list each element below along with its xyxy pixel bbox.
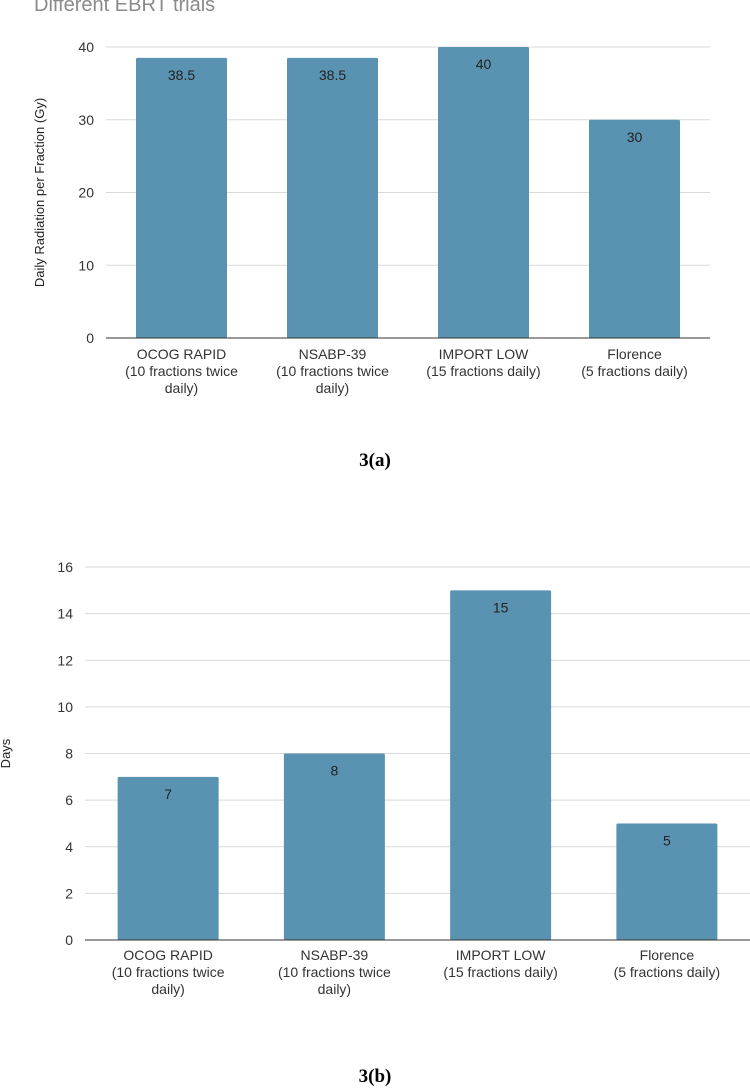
chart-a-category-label: NSABP-39 xyxy=(299,346,367,362)
chart-b-data-label: 15 xyxy=(493,599,509,615)
chart-a-category-label: Florence xyxy=(607,346,662,362)
caption-a: 3(a) xyxy=(359,450,391,471)
chart-b-category-label: (10 fractions twice xyxy=(112,964,225,980)
chart-b-ytick-label: 8 xyxy=(65,746,73,762)
chart-b-ytick-label: 16 xyxy=(57,560,73,575)
chart-b-ytick-label: 10 xyxy=(57,699,73,715)
chart-a: Different EBRT trials 0 10 20 30 40 38.5 OCOG … xyxy=(0,0,750,410)
chart-a-category-label: daily) xyxy=(316,380,349,396)
chart-a-bar xyxy=(438,47,529,338)
chart-a-data-label: 38.5 xyxy=(168,67,195,83)
chart-a-category-label: (10 fractions twice xyxy=(276,363,389,379)
caption-b: 3(b) xyxy=(358,1066,392,1087)
chart-a-ytick-label: 10 xyxy=(78,257,94,273)
chart-a-ytick-label: 40 xyxy=(78,39,94,55)
chart-b-bar xyxy=(616,823,718,940)
chart-a-bar xyxy=(287,57,378,338)
chart-a-bar xyxy=(589,119,680,338)
chart-b-category-label: OCOG RAPID xyxy=(123,947,212,963)
chart-b-category-label: (15 fractions daily) xyxy=(443,964,557,980)
chart-b-data-label: 7 xyxy=(164,786,172,802)
chart-b-bar xyxy=(283,753,385,940)
chart-b-data-label: 5 xyxy=(663,832,671,848)
chart-b-category-label: NSABP-39 xyxy=(301,947,369,963)
chart-b-category-label: daily) xyxy=(318,981,351,997)
chart-b-ytick-label: 6 xyxy=(65,792,73,808)
chart-b-category-label: daily) xyxy=(151,981,184,997)
chart-a-bar xyxy=(136,57,227,338)
chart-a-data-label: 38.5 xyxy=(319,67,346,83)
chart-a-ytick-label: 20 xyxy=(78,185,94,201)
chart-a-category-label: IMPORT LOW xyxy=(439,346,530,362)
chart-b-ytick-label: 14 xyxy=(57,606,73,622)
chart-b-ytick-label: 0 xyxy=(65,932,73,948)
chart-b-bar xyxy=(450,590,552,940)
chart-a-ytick-label: 30 xyxy=(78,112,94,128)
chart-b-category-label: Florence xyxy=(640,947,695,963)
chart-b-category-label: IMPORT LOW xyxy=(456,947,547,963)
chart-b-y-axis-label: Days xyxy=(0,738,13,768)
chart-a-category-label: (10 fractions twice xyxy=(125,363,238,379)
chart-b-category-label: (5 fractions daily) xyxy=(614,964,721,980)
chart-b: 0 2 4 6 8 10 12 14 16 7 OCOG RAPID (10 fractions tw… xyxy=(0,559,750,1040)
chart-a-y-axis-label: Daily Radiation per Fraction (Gy) xyxy=(32,98,47,287)
chart-a-category-label: daily) xyxy=(165,380,198,396)
chart-b-ytick-label: 2 xyxy=(65,885,73,901)
chart-b-bar xyxy=(117,776,219,940)
chart-a-category-label: (5 fractions daily) xyxy=(581,363,688,379)
chart-b-ytick-label: 4 xyxy=(65,839,73,855)
chart-a-data-label: 40 xyxy=(476,56,492,72)
chart-a-ytick-label: 0 xyxy=(86,330,94,346)
chart-a-category-label: (15 fractions daily) xyxy=(426,363,540,379)
chart-b-data-label: 8 xyxy=(330,763,338,779)
chart-b-category-label: (10 fractions twice xyxy=(278,964,391,980)
chart-a-category-label: OCOG RAPID xyxy=(137,346,226,362)
chart-b-ytick-label: 12 xyxy=(57,652,73,668)
chart-a-data-label: 30 xyxy=(627,129,643,145)
chart-a-title: Different EBRT trials xyxy=(34,0,216,16)
